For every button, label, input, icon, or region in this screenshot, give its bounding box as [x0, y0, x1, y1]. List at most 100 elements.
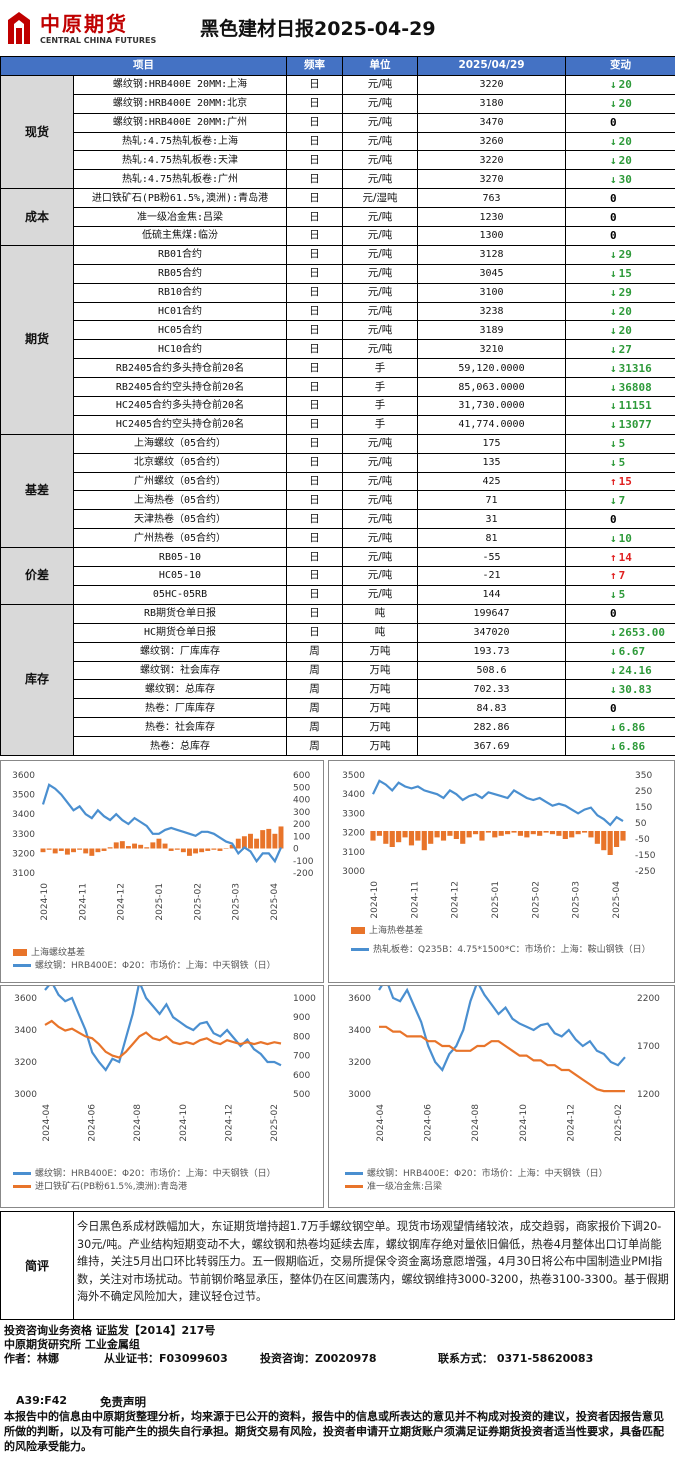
value-cell: 3470 — [417, 112, 566, 133]
arrow-down-icon: ↓ — [610, 342, 617, 356]
series-line — [379, 1025, 625, 1093]
chart-rebar-basis: 3600 3500 3400 3300 3200 3100 600 500 400 300 200 1… — [0, 760, 324, 983]
x-tick-label: 2024-12 — [451, 881, 461, 919]
unit-cell: 元/湿吨 — [342, 188, 418, 209]
basis-bar — [113, 842, 119, 849]
y-left-tick-label: 3000 — [14, 1090, 37, 1100]
value-cell: 135 — [417, 452, 566, 473]
y-right-tick-label: 500 — [293, 783, 310, 793]
value-cell: 3045 — [417, 263, 566, 284]
basis-bar — [71, 848, 76, 853]
unit-cell: 元/吨 — [342, 471, 418, 492]
unit-cell: 元/吨 — [342, 339, 418, 360]
change-value: 30 — [618, 172, 632, 186]
chart-rebar-coke: 3600 3400 3200 3000 2200 1700 1200 2024-04 2024-… — [328, 985, 675, 1208]
item-cell: 螺纹钢：总库存 — [73, 679, 287, 700]
value-cell: 3189 — [417, 320, 566, 341]
frequency-cell: 日 — [286, 452, 343, 473]
basis-bar — [266, 828, 272, 849]
table-row: 价差 RB05-10 日元/吨 -55 ↑ 14 — [0, 547, 675, 605]
basis-bar — [254, 838, 260, 849]
unit-cell: 手 — [342, 414, 418, 435]
company-logo: 中原期货 CENTRAL CHINA FUTURES — [4, 4, 164, 52]
item-cell: RB01合约 — [73, 244, 287, 265]
x-tick-label: 2024-08 — [133, 1104, 143, 1142]
x-tick-label: 2024-10 — [370, 881, 380, 919]
change-value: 20 — [618, 135, 632, 148]
basis-bar — [89, 848, 95, 856]
table-row: HC2405合约多头持仓前20名日手 31,730.0000 ↓ 11151 — [1, 396, 675, 416]
chart-hrc-basis-svg: 3500 3400 3300 3200 3100 3000 350 250 150 50 -50 -1… — [342, 771, 656, 919]
basis-bar — [193, 848, 199, 854]
item-cell: RB2405合约多头持仓前20名 — [73, 358, 287, 379]
y-left-tick-label: 3000 — [342, 867, 365, 877]
change-value: 5 — [618, 588, 626, 602]
value-cell: 508.6 — [417, 660, 566, 681]
frequency-cell: 日 — [286, 339, 343, 360]
y-right-tick-label: 1000 — [293, 994, 316, 1004]
arrow-down-icon: ↓ — [610, 153, 617, 167]
basis-bar — [485, 831, 491, 833]
frequency-cell: 日 — [286, 74, 343, 95]
table-row: 低硫主焦煤:临汾日元/吨 1300 0 — [1, 226, 675, 246]
basis-bar — [428, 831, 434, 844]
basis-bar — [472, 831, 479, 835]
legend-label: 热轧板卷：Q235B：4.75*1500*C：市场价：上海：鞍山钢铁（日） — [373, 945, 651, 955]
change-cell: ↓ 13077 — [565, 414, 675, 435]
table-body: 现货 螺纹钢:HRB400E 20MM:上海日元/吨 3220 ↓ 20 螺纹钢:HRB4… — [0, 74, 675, 756]
unit-cell: 元/吨 — [342, 490, 418, 511]
unit-cell: 吨 — [342, 603, 418, 624]
value-cell: -55 — [417, 547, 566, 568]
basis-bar — [415, 831, 421, 841]
unit-cell: 元/吨 — [342, 244, 418, 265]
arrow-down-icon: ↓ — [610, 437, 617, 451]
change-value: 27 — [618, 342, 632, 356]
change-cell: ↓ 11151 — [565, 396, 675, 416]
basis-bar — [408, 831, 415, 846]
change-value: 6.86 — [618, 720, 646, 734]
table-row: 螺纹钢：总库存周万吨 702.33 ↓ 30.83 — [1, 679, 675, 700]
frequency-cell: 周 — [286, 679, 343, 700]
y-left-tick-label: 3400 — [14, 1026, 37, 1036]
x-tick-label: 2025-02 — [614, 1104, 624, 1142]
basis-bar — [83, 848, 89, 854]
item-cell: HC10合约 — [73, 339, 287, 360]
arrow-up-icon: ↑ — [610, 569, 617, 583]
item-cell: 上海螺纹（05合约） — [73, 433, 287, 454]
value-cell: 1230 — [417, 207, 566, 228]
y-right-tick-label: 200 — [293, 820, 310, 830]
arrow-down-icon: ↓ — [610, 456, 617, 470]
change-cell: ↓ 29 — [565, 282, 675, 303]
basis-bar — [447, 831, 453, 836]
arrow-down-icon: ↓ — [610, 682, 617, 696]
unit-cell: 元/吨 — [342, 528, 418, 549]
chart-rebar-iron-ore-svg: 3600 3400 3200 3000 1000 900 800 700 600 500 2024-… — [14, 986, 316, 1142]
change-value: 0 — [610, 607, 617, 621]
y-left-tick-label: 3100 — [12, 869, 35, 879]
basis-bar — [505, 831, 511, 835]
basis-bar — [620, 831, 626, 841]
arrow-up-icon: ↑ — [610, 550, 617, 564]
item-cell: 天津热卷（05合约） — [73, 509, 287, 530]
basis-bar — [466, 831, 472, 838]
contact-text: 联系方式： 0371-58620083 — [438, 1352, 594, 1365]
value-cell: 59,120.0000 — [417, 358, 566, 379]
change-cell: ↑ 15 — [565, 471, 675, 492]
basis-bar — [58, 848, 64, 851]
chart-rebar-basis-svg: 3600 3500 3400 3300 3200 3100 600 500 400 300 200 1… — [12, 771, 314, 921]
frequency-cell: 日 — [286, 509, 343, 530]
basis-bar — [40, 848, 46, 853]
basis-bar — [95, 848, 101, 853]
item-cell: 热卷：厂库库存 — [73, 698, 287, 719]
chart-legend: 上海热卷基差 热轧板卷：Q235B：4.75*1500*C：市场价：上海：鞍山钢… — [351, 925, 671, 957]
basis-bar — [517, 831, 524, 836]
table-row: HC05-10 日元/吨 -21 ↑ 7 — [1, 566, 675, 586]
change-value: 36808 — [618, 380, 652, 394]
arrow-down-icon: ↓ — [610, 531, 617, 545]
arrow-down-icon: ↓ — [610, 361, 617, 375]
x-tick-label: 2024-10 — [179, 1104, 189, 1142]
change-cell: ↓ 20 — [565, 131, 675, 152]
item-cell: 广州热卷（05合约） — [73, 528, 287, 549]
value-cell: 3270 — [417, 169, 566, 190]
table-row: RB05合约日元/吨 3045 ↓ 15 — [1, 263, 675, 284]
